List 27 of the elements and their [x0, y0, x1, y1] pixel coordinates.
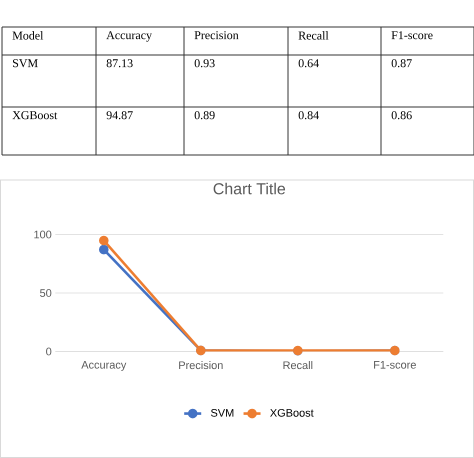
- point: [98, 244, 109, 254]
- legend-label: XGBoost: [270, 408, 314, 417]
- text: Model: [12, 31, 44, 40]
- category-label: Accuracy: [106, 31, 152, 42]
- text: SVM: [13, 59, 38, 68]
- data-label: 0.87: [392, 59, 412, 68]
- x-tick-label: Accuracy: [81, 361, 126, 371]
- point: [98, 236, 109, 246]
- x-tick-label: F1-score: [374, 361, 416, 369]
- category-label: Precision: [194, 31, 239, 40]
- y-tick-label: 50: [40, 289, 52, 297]
- data-label: 0.86: [392, 111, 412, 120]
- data-label: 0.89: [194, 111, 215, 120]
- x-tick-label: Recall: [283, 361, 312, 370]
- data-label: 87.13: [106, 59, 133, 68]
- text: XGBoost: [12, 111, 58, 120]
- chart-title: Chart Title: [214, 182, 286, 194]
- data-label: 0.84: [298, 111, 319, 120]
- data-label: 94.87: [106, 111, 133, 120]
- data-label: 0.93: [194, 59, 215, 68]
- category-label: F1-score: [392, 31, 433, 40]
- x-tick-label: Precision: [179, 361, 223, 370]
- category-label: Recall: [298, 31, 329, 40]
- legend-label: SVM: [211, 408, 234, 417]
- y-tick-label: 100: [34, 230, 52, 238]
- data-label: 0.64: [298, 59, 319, 68]
- y-tick-label: 0: [46, 348, 52, 356]
